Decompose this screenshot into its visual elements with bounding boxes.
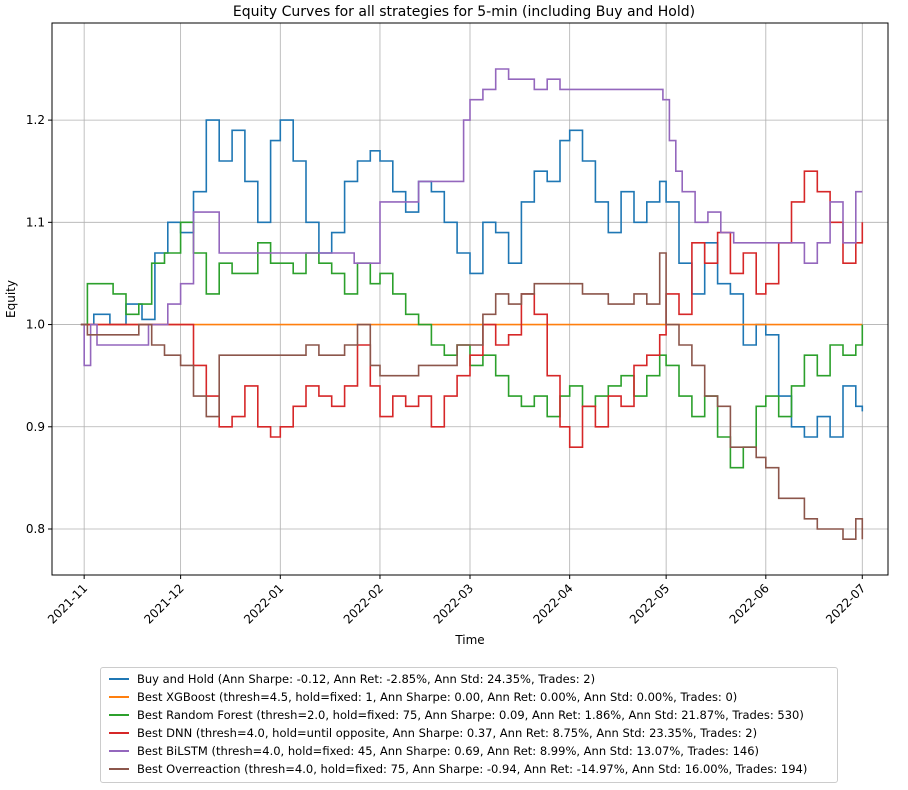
legend-item-random-forest: Best Random Forest (thresh=2.0, hold=fix… bbox=[109, 706, 804, 724]
legend-swatch bbox=[109, 732, 129, 734]
series-line-buy-and-hold bbox=[80, 119, 864, 438]
y-tick-label: 0.8 bbox=[26, 522, 45, 536]
y-axis-label: Equity bbox=[4, 280, 18, 318]
x-tick-label: 2022-05 bbox=[627, 581, 672, 626]
legend-label: Buy and Hold (Ann Sharpe: -0.12, Ann Ret… bbox=[137, 672, 596, 686]
legend-swatch bbox=[109, 696, 129, 698]
equity-chart: Equity Curves for all strategies for 5-m… bbox=[4, 4, 889, 647]
x-tick-label: 2022-02 bbox=[341, 581, 386, 626]
chart-title: Equity Curves for all strategies for 5-m… bbox=[233, 4, 695, 20]
legend-item-dnn: Best DNN (thresh=4.0, hold=until opposit… bbox=[109, 724, 757, 742]
legend-swatch bbox=[109, 750, 129, 752]
legend-label: Best DNN (thresh=4.0, hold=until opposit… bbox=[137, 726, 758, 740]
x-tick-label: 2022-06 bbox=[727, 581, 772, 626]
series-line-best-bilstm bbox=[80, 68, 863, 367]
y-tick-label: 1.2 bbox=[26, 113, 45, 127]
legend-label: Best Overreaction (thresh=4.0, hold=fixe… bbox=[137, 762, 808, 776]
y-tick-label: 1.1 bbox=[26, 215, 45, 229]
legend-label: Best Random Forest (thresh=2.0, hold=fix… bbox=[137, 708, 804, 722]
series-line-best-dnn bbox=[80, 170, 864, 448]
legend-label: Best XGBoost (thresh=4.5, hold=fixed: 1,… bbox=[137, 690, 738, 704]
legend-label: Best BiLSTM (thresh=4.0, hold=fixed: 45,… bbox=[137, 744, 760, 758]
x-tick-label: 2022-03 bbox=[431, 581, 476, 626]
y-tick-label: 1.0 bbox=[26, 318, 45, 332]
y-tick-label: 0.9 bbox=[26, 420, 45, 434]
legend: Buy and Hold (Ann Sharpe: -0.12, Ann Ret… bbox=[100, 667, 838, 783]
legend-swatch bbox=[109, 768, 129, 770]
x-axis-label: Time bbox=[454, 633, 484, 647]
x-axis-ticks: 2021-11 2021-12 2022-01 2022-02 2022-03 2022-… bbox=[45, 575, 868, 627]
x-tick-label: 2022-04 bbox=[530, 581, 575, 626]
x-tick-label: 2021-11 bbox=[45, 581, 90, 626]
x-tick-label: 2022-07 bbox=[823, 581, 868, 626]
x-tick-label: 2021-12 bbox=[141, 581, 186, 626]
legend-item-overreaction: Best Overreaction (thresh=4.0, hold=fixe… bbox=[109, 760, 807, 778]
y-axis-ticks: 0.8 0.9 1.0 1.1 1.2 bbox=[26, 113, 52, 536]
legend-item-buy-and-hold: Buy and Hold (Ann Sharpe: -0.12, Ann Ret… bbox=[109, 670, 595, 688]
x-tick-label: 2022-01 bbox=[241, 581, 286, 626]
legend-item-xgboost: Best XGBoost (thresh=4.5, hold=fixed: 1,… bbox=[109, 688, 737, 706]
series-line-best-random-forest bbox=[80, 221, 864, 469]
legend-item-bilstm: Best BiLSTM (thresh=4.0, hold=fixed: 45,… bbox=[109, 742, 759, 760]
legend-swatch bbox=[109, 714, 129, 716]
series-layer bbox=[80, 68, 864, 540]
series-line-best-overreaction bbox=[80, 252, 864, 540]
legend-swatch bbox=[109, 678, 129, 680]
